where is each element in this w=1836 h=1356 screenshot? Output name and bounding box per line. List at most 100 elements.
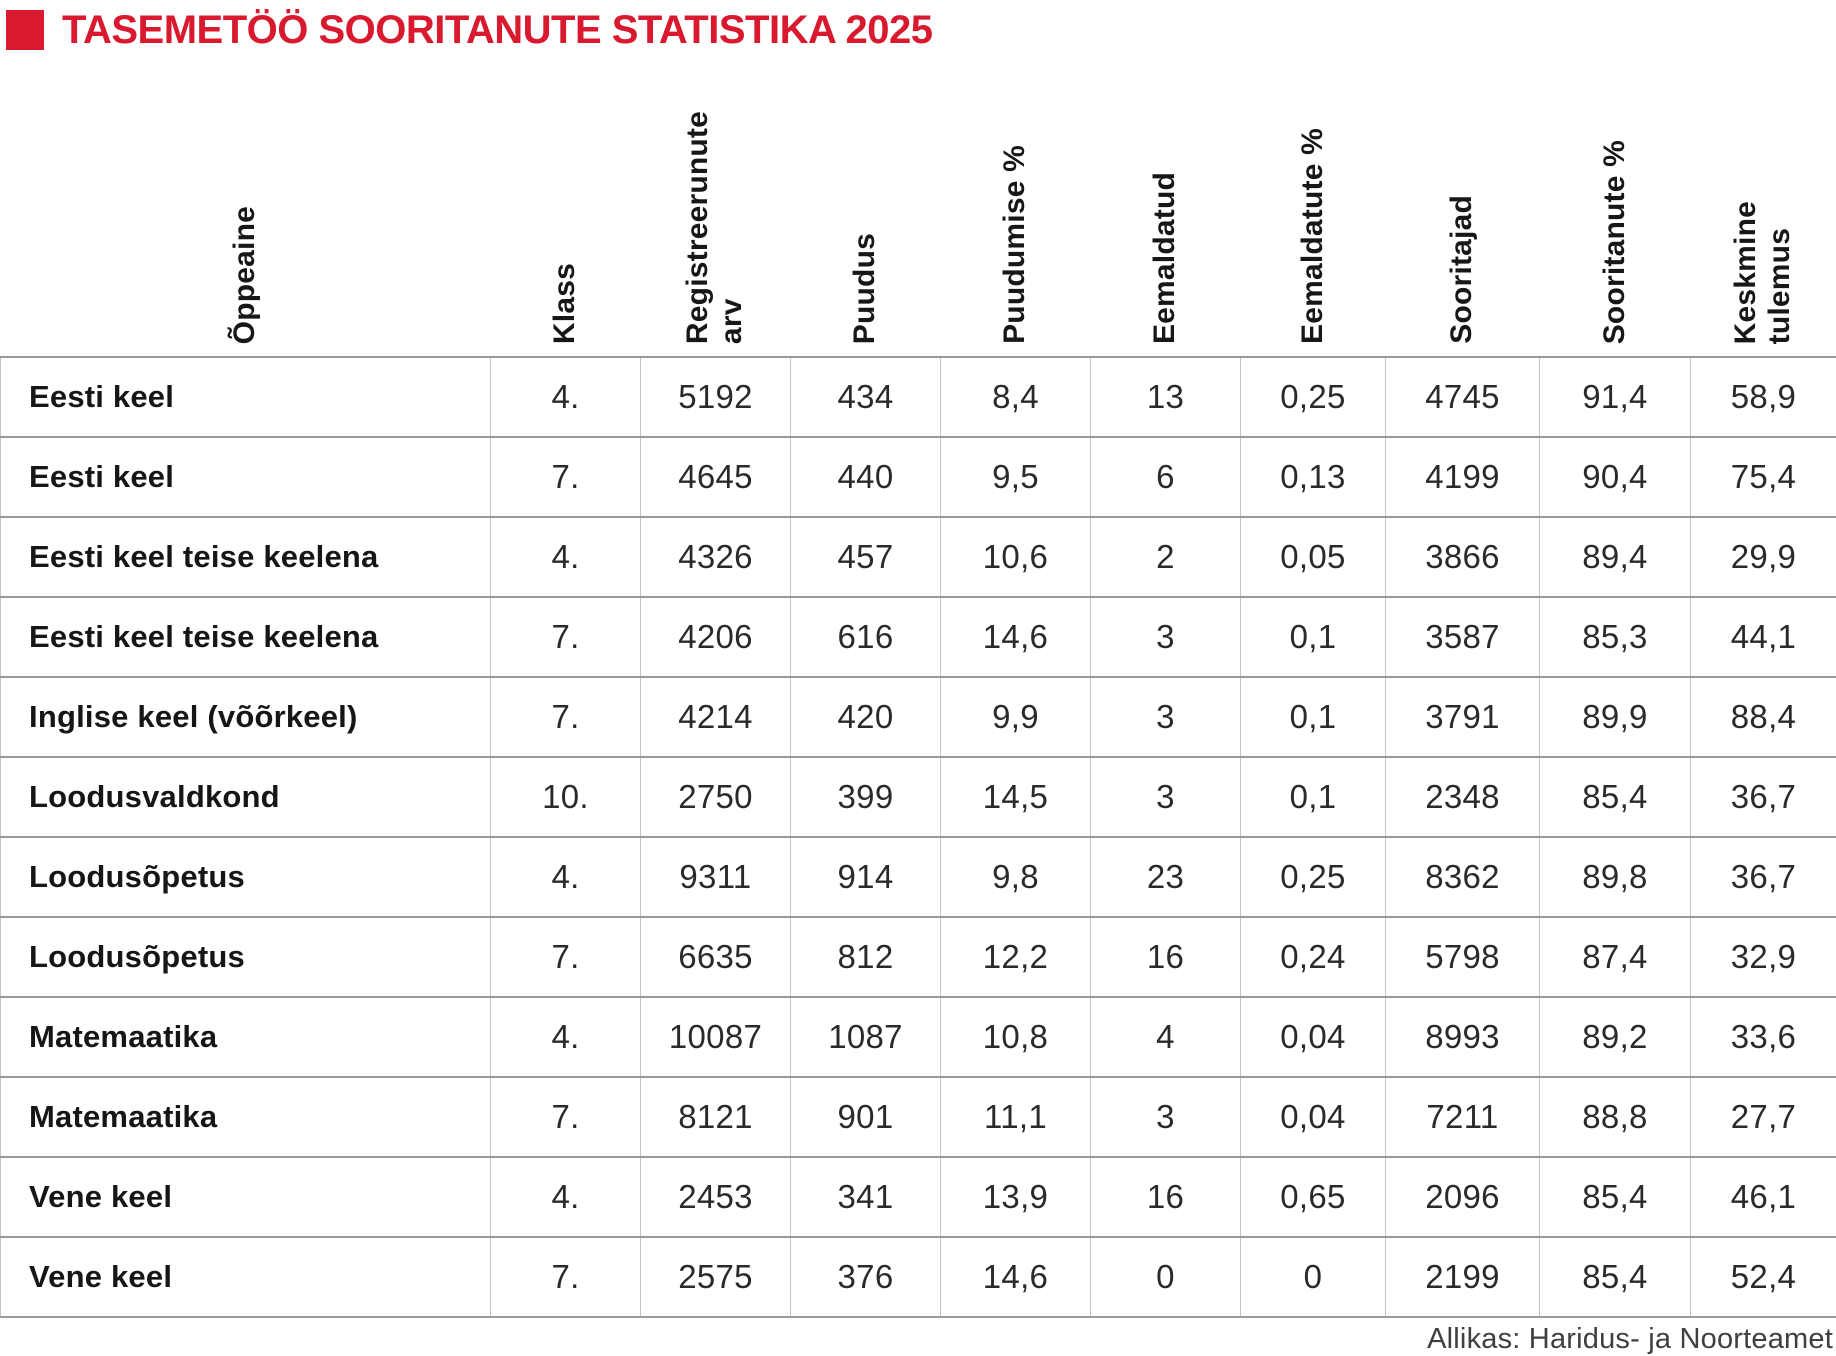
subject-cell: Matemaatika <box>0 996 491 1077</box>
title-marker-square <box>6 10 44 50</box>
value-cell: 36,7 <box>1690 756 1836 837</box>
value-cell: 7. <box>490 596 641 677</box>
subject-cell: Vene keel <box>0 1236 491 1317</box>
value-cell: 0 <box>1240 1236 1386 1317</box>
value-cell: 89,9 <box>1539 676 1691 757</box>
page-title: TASEMETÖÖ SOORITANUTE STATISTIKA 2025 <box>62 8 933 52</box>
table-row: Loodusvaldkond 10. 2750 399 14,5 3 0,1 2348 85,4… <box>0 756 1836 837</box>
column-header-label: Klass <box>548 262 581 344</box>
value-cell: 9311 <box>640 836 791 917</box>
value-cell: 4. <box>490 357 641 437</box>
value-cell: 4. <box>490 836 641 917</box>
value-cell: 7. <box>490 916 641 997</box>
value-cell: 3 <box>1090 676 1241 757</box>
value-cell: 87,4 <box>1539 916 1691 997</box>
value-cell: 2348 <box>1385 756 1540 837</box>
value-cell: 14,6 <box>940 1236 1091 1317</box>
value-cell: 0,25 <box>1240 836 1386 917</box>
value-cell: 8,4 <box>940 357 1091 437</box>
column-header: Puudus <box>790 54 940 356</box>
value-cell: 7211 <box>1385 1076 1540 1157</box>
value-cell: 46,1 <box>1690 1156 1836 1237</box>
column-header: Puudumise % <box>940 54 1090 356</box>
table-column-headers: Õppeaine Klass Registreerunute arv Puudus Pu… <box>0 54 1836 356</box>
value-cell: 616 <box>790 596 941 677</box>
subject-cell: Eesti keel teise keelena <box>0 596 491 677</box>
value-cell: 5192 <box>640 357 791 437</box>
value-cell: 7. <box>490 436 641 517</box>
table-row: Loodusõpetus 7. 6635 812 12,2 16 0,24 5798 87,4 3… <box>0 916 1836 997</box>
value-cell: 75,4 <box>1690 436 1836 517</box>
value-cell: 13,9 <box>940 1156 1091 1237</box>
table-row: Matemaatika 7. 8121 901 11,1 3 0,04 7211 88,8 27,… <box>0 1076 1836 1157</box>
value-cell: 2096 <box>1385 1156 1540 1237</box>
value-cell: 7. <box>490 1076 641 1157</box>
value-cell: 9,5 <box>940 436 1091 517</box>
value-cell: 9,8 <box>940 836 1091 917</box>
value-cell: 32,9 <box>1690 916 1836 997</box>
subject-cell: Eesti keel <box>0 357 491 437</box>
value-cell: 4 <box>1090 996 1241 1077</box>
subject-cell: Loodusõpetus <box>0 836 491 917</box>
column-header: Klass <box>490 54 640 356</box>
value-cell: 457 <box>790 516 941 597</box>
value-cell: 29,9 <box>1690 516 1836 597</box>
value-cell: 7. <box>490 676 641 757</box>
value-cell: 85,4 <box>1539 1236 1691 1317</box>
value-cell: 8993 <box>1385 996 1540 1077</box>
page-header: TASEMETÖÖ SOORITANUTE STATISTIKA 2025 <box>0 0 1836 52</box>
value-cell: 6 <box>1090 436 1241 517</box>
value-cell: 0,13 <box>1240 436 1386 517</box>
table-row: Eesti keel teise keelena 7. 4206 616 14,6 3 0,… <box>0 596 1836 677</box>
value-cell: 58,9 <box>1690 357 1836 437</box>
value-cell: 88,8 <box>1539 1076 1691 1157</box>
column-header: Registreerunute arv <box>640 54 790 356</box>
value-cell: 3791 <box>1385 676 1540 757</box>
value-cell: 8121 <box>640 1076 791 1157</box>
value-cell: 420 <box>790 676 941 757</box>
subject-cell: Inglise keel (võõrkeel) <box>0 676 491 757</box>
value-cell: 7. <box>490 1236 641 1317</box>
value-cell: 10,6 <box>940 516 1091 597</box>
value-cell: 4326 <box>640 516 791 597</box>
value-cell: 10,8 <box>940 996 1091 1077</box>
value-cell: 0,1 <box>1240 756 1386 837</box>
value-cell: 12,2 <box>940 916 1091 997</box>
value-cell: 2 <box>1090 516 1241 597</box>
value-cell: 0,04 <box>1240 1076 1386 1157</box>
value-cell: 90,4 <box>1539 436 1691 517</box>
table-row: Eesti keel 7. 4645 440 9,5 6 0,13 4199 90,4 75,4 <box>0 436 1836 517</box>
value-cell: 4206 <box>640 596 791 677</box>
value-cell: 901 <box>790 1076 941 1157</box>
subject-cell: Loodusõpetus <box>0 916 491 997</box>
value-cell: 91,4 <box>1539 357 1691 437</box>
value-cell: 8362 <box>1385 836 1540 917</box>
value-cell: 3 <box>1090 596 1241 677</box>
table-row: Vene keel 4. 2453 341 13,9 16 0,65 2096 85,4 46,1 <box>0 1156 1836 1237</box>
table-row: Eesti keel teise keelena 4. 4326 457 10,6 2 0,… <box>0 516 1836 597</box>
value-cell: 36,7 <box>1690 836 1836 917</box>
statistics-table: Eesti keel 4. 5192 434 8,4 13 0,25 4745 91,4 58,9… <box>0 356 1836 1318</box>
value-cell: 52,4 <box>1690 1236 1836 1317</box>
value-cell: 2453 <box>640 1156 791 1237</box>
column-header-label: Sooritanute % <box>1597 139 1631 344</box>
value-cell: 14,6 <box>940 596 1091 677</box>
value-cell: 89,2 <box>1539 996 1691 1077</box>
value-cell: 44,1 <box>1690 596 1836 677</box>
column-header: Sooritajad <box>1385 54 1539 356</box>
value-cell: 4. <box>490 516 641 597</box>
subject-cell: Matemaatika <box>0 1076 491 1157</box>
value-cell: 16 <box>1090 1156 1241 1237</box>
value-cell: 0,25 <box>1240 357 1386 437</box>
value-cell: 4645 <box>640 436 791 517</box>
value-cell: 11,1 <box>940 1076 1091 1157</box>
value-cell: 23 <box>1090 836 1241 917</box>
value-cell: 3 <box>1090 756 1241 837</box>
column-header-label: Eemaldatud <box>1148 171 1181 344</box>
value-cell: 0,1 <box>1240 596 1386 677</box>
column-header-label: Õppeaine <box>228 205 261 344</box>
value-cell: 89,8 <box>1539 836 1691 917</box>
value-cell: 0 <box>1090 1236 1241 1317</box>
value-cell: 1087 <box>790 996 941 1077</box>
value-cell: 434 <box>790 357 941 437</box>
